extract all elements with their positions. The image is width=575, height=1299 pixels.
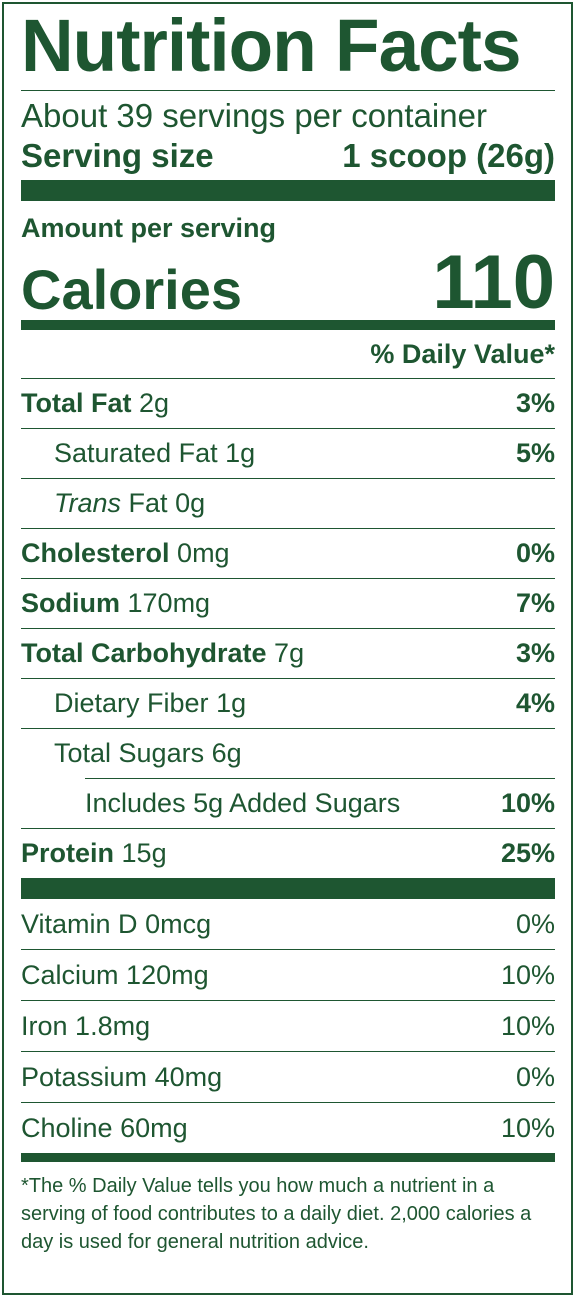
nutrient-dv: 10% xyxy=(500,788,555,818)
nutrient-name: Total Carbohydrate xyxy=(21,638,267,668)
nutrient-row-added-sugars: Includes 5g Added Sugars 10% xyxy=(21,779,555,829)
serving-size-label: Serving size xyxy=(21,137,214,174)
nutrient-amount: 6g xyxy=(211,738,242,768)
vitamin-dv: 0% xyxy=(515,908,555,939)
serving-size-value: 1 scoop (26g) xyxy=(342,137,555,174)
nutrient-row-sodium: Sodium 170mg 7% xyxy=(21,579,555,629)
nutrient-dv: 3% xyxy=(515,638,555,668)
vitamin-dv: 10% xyxy=(500,959,555,990)
servings-per-container: About 39 servings per container xyxy=(21,97,487,134)
nutrient-name: Dietary Fiber xyxy=(54,688,209,718)
nutrient-amount: 1g xyxy=(225,438,256,468)
daily-value-footnote: *The % Daily Value tells you how much a … xyxy=(21,1175,532,1253)
nutrient-row-total-carbohydrate: Total Carbohydrate 7g 3% xyxy=(21,629,555,679)
nutrient-amount: 2g xyxy=(139,388,170,418)
nutrient-amount: 170mg xyxy=(127,588,211,618)
nutrient-name: Cholesterol xyxy=(21,538,170,568)
nutrient-row-cholesterol: Cholesterol 0mg 0% xyxy=(21,529,555,579)
nutrient-row-protein: Protein 15g 25% xyxy=(21,829,555,878)
vitamin-name: Calcium xyxy=(21,959,119,990)
nutrient-name: Protein xyxy=(21,838,115,868)
label-title: Nutrition Facts xyxy=(21,4,522,87)
nutrient-name-italic: Trans xyxy=(54,488,122,518)
vitamin-row-potassium: Potassium 40mg 0% xyxy=(21,1052,555,1103)
nutrient-dv: 0% xyxy=(515,538,555,568)
nutrient-amount: 7g xyxy=(274,638,305,668)
vitamin-amount: 1.8mg xyxy=(75,1010,151,1041)
nutrient-dv: 4% xyxy=(515,688,555,718)
medium-divider xyxy=(21,320,555,330)
nutrient-row-trans-fat: Trans Fat 0g xyxy=(21,479,555,529)
nutrient-name: Fat xyxy=(128,488,168,518)
nutrient-row-saturated-fat: Saturated Fat 1g 5% xyxy=(21,429,555,479)
bottom-divider xyxy=(21,1153,555,1162)
nutrient-amount: 15g xyxy=(121,838,167,868)
calories-row: Calories 110 xyxy=(21,240,555,325)
vitamin-amount: 40mg xyxy=(154,1061,223,1092)
nutrient-dv: 7% xyxy=(515,588,555,618)
calories-value: 110 xyxy=(432,240,555,325)
vitamin-amount: 0mcg xyxy=(145,908,212,939)
nutrient-amount: 0g xyxy=(175,488,206,518)
nutrient-name: Total Sugars xyxy=(54,738,205,768)
nutrient-dv: 5% xyxy=(515,438,555,468)
vitamin-dv: 10% xyxy=(500,1112,555,1143)
vitamin-name: Potassium xyxy=(21,1061,148,1092)
thick-divider-top xyxy=(21,180,555,201)
nutrient-name: Includes 5g Added Sugars xyxy=(85,788,401,818)
vitamin-name: Iron xyxy=(21,1010,68,1041)
nutrient-row-total-sugars: Total Sugars 6g xyxy=(21,729,555,778)
vitamin-row-choline: Choline 60mg 10% xyxy=(21,1103,555,1153)
nutrient-name: Sodium xyxy=(21,588,120,618)
nutrient-row-total-fat: Total Fat 2g 3% xyxy=(21,379,555,429)
vitamin-row-calcium: Calcium 120mg 10% xyxy=(21,950,555,1001)
nutrient-dv: 3% xyxy=(515,388,555,418)
vitamin-amount: 60mg xyxy=(120,1112,188,1143)
vitamin-name: Vitamin D xyxy=(21,908,138,939)
vitamin-dv: 10% xyxy=(500,1010,555,1041)
nutrient-name: Total Fat xyxy=(21,388,132,418)
vitamin-name: Choline xyxy=(21,1112,113,1143)
daily-value-header: % Daily Value* xyxy=(21,330,555,379)
calories-label: Calories xyxy=(21,258,242,321)
nutrient-dv: 25% xyxy=(500,838,555,868)
vitamin-amount: 120mg xyxy=(126,959,209,990)
amount-per-serving: Amount per serving xyxy=(21,213,277,243)
vitamin-dv: 0% xyxy=(515,1061,555,1092)
vitamin-row-iron: Iron 1.8mg 10% xyxy=(21,1001,555,1052)
nutrient-row-dietary-fiber: Dietary Fiber 1g 4% xyxy=(21,679,555,729)
vitamin-row-vitamin-d: Vitamin D 0mcg 0% xyxy=(21,899,555,950)
serving-size-row: Serving size 1 scoop (26g) xyxy=(21,136,555,180)
title-divider xyxy=(21,90,555,91)
nutrient-amount: 1g xyxy=(216,688,247,718)
thick-divider-vitamins xyxy=(21,878,555,899)
nutrient-amount: 0mg xyxy=(177,538,230,568)
nutrient-name: Saturated Fat xyxy=(54,438,218,468)
added-sugars-divider xyxy=(85,778,555,779)
